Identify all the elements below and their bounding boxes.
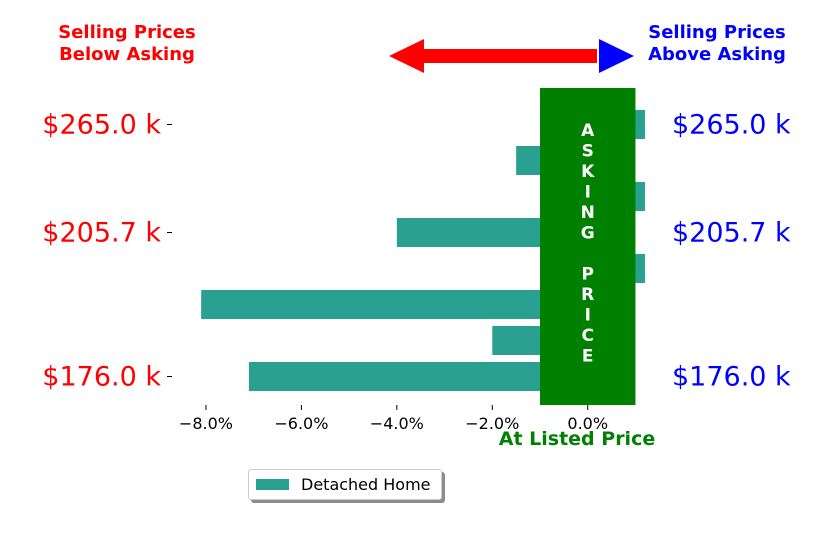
asking-letter-3: K bbox=[581, 162, 595, 182]
below-asking-arrow bbox=[389, 39, 597, 73]
asking-price-band bbox=[540, 88, 636, 405]
below-asking-title-line1: Selling Prices bbox=[58, 22, 195, 43]
above-asking-arrow bbox=[599, 39, 634, 73]
asking-letter-12: E bbox=[582, 347, 594, 367]
asking-letter-6: G bbox=[581, 224, 595, 244]
at-listed-price-label: At Listed Price bbox=[499, 428, 655, 450]
asking-letter-11: C bbox=[581, 326, 593, 346]
y-tick-label-left-1: $265.0 k bbox=[42, 110, 161, 141]
bar-row-8 bbox=[248, 362, 588, 391]
x-tick-label-5: 0.0% bbox=[567, 414, 608, 433]
legend-swatch-detached-home bbox=[256, 479, 289, 490]
asking-letter-10: I bbox=[585, 306, 591, 326]
above-asking-title-line1: Selling Prices bbox=[648, 22, 785, 43]
asking-letter-4: I bbox=[585, 183, 591, 203]
x-tick-label-1: −8.0% bbox=[179, 414, 233, 433]
y-tick-label-right-2: $205.7 k bbox=[672, 218, 791, 249]
asking-letter-9: R bbox=[581, 285, 594, 305]
asking-letter-8: P bbox=[581, 265, 593, 285]
asking-letter-2: S bbox=[582, 142, 594, 162]
y-tick-labels-left: $265.0 k $205.7 k $176.0 k bbox=[42, 110, 172, 393]
y-tick-label-right-3: $176.0 k bbox=[672, 362, 791, 393]
legend: Detached Home bbox=[248, 469, 442, 500]
above-asking-title-line2: Above Asking bbox=[648, 44, 786, 65]
asking-letter-5: N bbox=[581, 203, 595, 223]
y-tick-labels-right: $265.0 k $205.7 k $176.0 k bbox=[672, 110, 791, 393]
asking-letter-1: A bbox=[581, 121, 595, 141]
y-tick-label-left-3: $176.0 k bbox=[42, 362, 161, 393]
y-tick-label-left-2: $205.7 k bbox=[42, 218, 161, 249]
x-tick-label-3: −4.0% bbox=[370, 414, 424, 433]
x-tick-label-4: −2.0% bbox=[465, 414, 519, 433]
bar-row-6 bbox=[201, 290, 588, 319]
below-asking-title-line2: Below Asking bbox=[59, 44, 195, 65]
y-tick-label-right-1: $265.0 k bbox=[672, 110, 791, 141]
x-axis: −8.0% −6.0% −4.0% −2.0% 0.0% bbox=[179, 405, 608, 433]
x-tick-label-2: −6.0% bbox=[274, 414, 328, 433]
legend-label-detached-home: Detached Home bbox=[301, 475, 431, 494]
